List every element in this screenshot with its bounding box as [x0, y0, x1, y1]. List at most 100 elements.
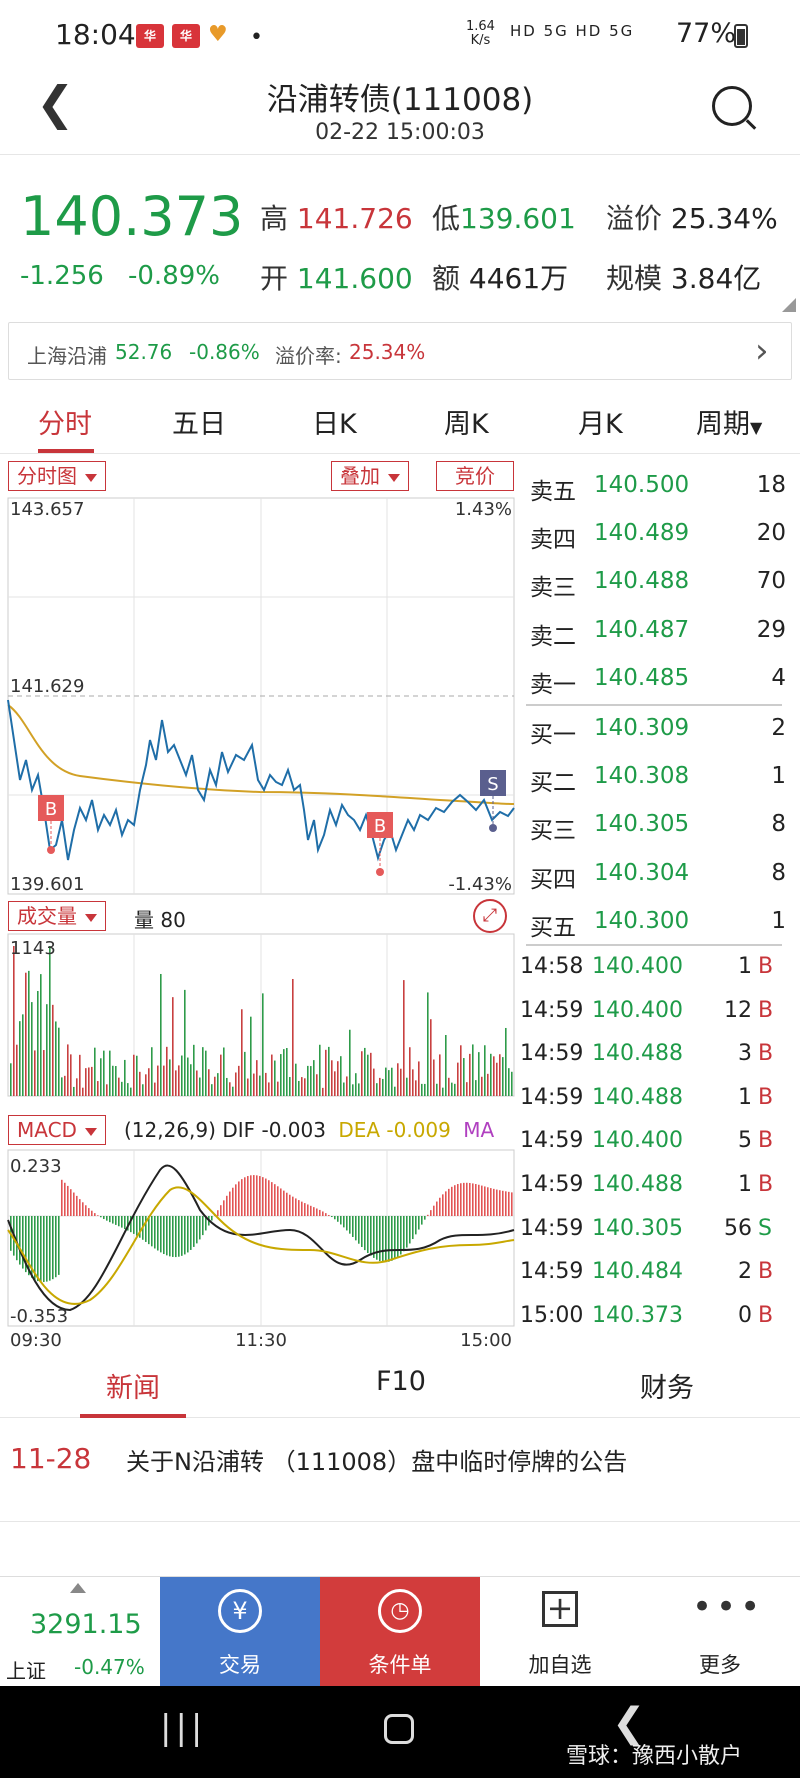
macd-bar: [292, 1196, 294, 1216]
index-value: 3291.15: [30, 1609, 142, 1640]
tab-news[interactable]: 新闻: [106, 1373, 160, 1404]
volume-bar: [361, 1051, 363, 1096]
volume-bar: [484, 1045, 486, 1096]
more-button[interactable]: ••• 更多: [692, 1587, 765, 1677]
tab-f10[interactable]: F10: [376, 1366, 426, 1397]
trade-price: 140.373: [592, 1302, 683, 1328]
back-icon[interactable]: ❮: [612, 1700, 646, 1746]
level-name: 卖五: [530, 479, 576, 505]
tab-daily-k[interactable]: 日K: [312, 409, 357, 440]
news-item[interactable]: 11-28 关于N沿浦转 （111008）盘中临时停牌的公告: [0, 1418, 800, 1522]
tab-intraday[interactable]: 分时: [38, 409, 92, 440]
volume-bar: [244, 1051, 246, 1096]
volume-bar: [499, 1054, 501, 1096]
buy-marker: [367, 812, 393, 838]
macd-bar: [121, 1216, 123, 1228]
macd-bar: [211, 1216, 213, 1221]
macd-bar: [394, 1216, 396, 1260]
overlay-dropdown[interactable]: 叠加: [331, 461, 409, 491]
volume-bar: [283, 1049, 285, 1096]
volume-bar: [310, 1066, 312, 1096]
macd-bar: [454, 1185, 456, 1216]
tab-weekly-k[interactable]: 周K: [444, 409, 489, 440]
tab-monthly-k[interactable]: 月K: [578, 409, 623, 440]
macd-bar: [49, 1216, 51, 1281]
underlying-stock-bar[interactable]: 上海沿浦 52.76 -0.86% 溢价率: 25.34% ›: [8, 322, 792, 380]
volume-bar: [16, 1044, 18, 1096]
macd-dropdown[interactable]: MACD: [8, 1115, 106, 1145]
chart-type-dropdown[interactable]: 分时图: [8, 461, 106, 491]
ask-row[interactable]: 卖五 140.500 18: [526, 468, 796, 505]
trade-qty: 1: [738, 1172, 752, 1197]
trade-row: 14:59 140.488 1 B: [518, 1168, 798, 1204]
issue-scale: 规模 3.84亿: [606, 262, 762, 295]
price-line: [7, 699, 515, 862]
trade-side: B: [758, 1172, 774, 1197]
volume-bar: [391, 1067, 393, 1096]
auction-button[interactable]: 竞价: [436, 461, 514, 491]
ask-row[interactable]: 卖一 140.485 4: [526, 661, 796, 698]
recent-apps-icon[interactable]: |||: [160, 1708, 207, 1748]
bid-row[interactable]: 买五 140.300 1: [526, 904, 796, 941]
macd-bar: [40, 1216, 42, 1282]
volume-bar: [301, 1077, 303, 1096]
tab-five-day[interactable]: 五日: [172, 409, 226, 440]
volume-bar: [103, 1050, 105, 1096]
bid-row[interactable]: 买一 140.309 2: [526, 711, 796, 748]
volume-bar: [70, 1054, 72, 1096]
macd-bar: [304, 1203, 306, 1216]
trade-qty: 0: [738, 1302, 752, 1328]
macd-bar: [469, 1182, 471, 1216]
volume-bar: [421, 1083, 423, 1096]
time-start: 09:30: [10, 1330, 62, 1350]
home-icon[interactable]: [384, 1714, 414, 1744]
volume-bar: [511, 1071, 513, 1096]
ask-row[interactable]: 卖二 140.487 29: [526, 613, 796, 650]
volume-bar: [238, 1065, 240, 1096]
tab-period[interactable]: 周期▼: [696, 409, 763, 440]
search-icon[interactable]: [712, 86, 752, 126]
time-end: 15:00: [460, 1330, 512, 1350]
chevron-right-icon[interactable]: ›: [755, 331, 769, 371]
volume-bar: [25, 972, 27, 1096]
macd-bar: [337, 1216, 339, 1222]
macd-bar: [88, 1208, 90, 1216]
expand-up-icon[interactable]: [70, 1583, 86, 1593]
macd-bar: [445, 1191, 447, 1216]
expand-corner-icon[interactable]: [782, 298, 796, 312]
trade-qty: 1: [738, 1084, 752, 1110]
volume-bar: [451, 1082, 453, 1096]
volume-bar: [196, 1070, 198, 1096]
conditional-order-button[interactable]: ◷ 条件单: [320, 1577, 480, 1687]
dea-line: [7, 1186, 515, 1305]
tab-finance[interactable]: 财务: [640, 1373, 694, 1404]
macd-bar: [175, 1216, 177, 1258]
fullscreen-icon[interactable]: ⤢: [473, 899, 507, 933]
volume-dropdown[interactable]: 成交量: [8, 901, 106, 931]
trade-time: 14:58: [520, 954, 584, 979]
level-price: 140.487: [594, 616, 690, 643]
volume-bar: [118, 1077, 120, 1096]
ask-row[interactable]: 卖四 140.489 20: [526, 516, 796, 553]
macd-bar: [478, 1184, 480, 1216]
level-price: 140.309: [594, 715, 690, 741]
bid-row[interactable]: 买三 140.305 8: [526, 807, 796, 844]
trade-qty: 5: [738, 1128, 752, 1154]
macd-bar: [502, 1190, 504, 1216]
volume-bar: [94, 1047, 96, 1096]
volume-bar: [319, 1044, 321, 1096]
macd-bar: [367, 1216, 369, 1254]
add-watchlist-button[interactable]: + 加自选: [528, 1589, 592, 1677]
ask-row[interactable]: 卖三 140.488 70: [526, 564, 796, 601]
back-chevron-icon[interactable]: ❮: [36, 76, 75, 130]
bid-row[interactable]: 买二 140.308 1: [526, 759, 796, 796]
index-ticker[interactable]: 3291.15 上证 -0.47%: [0, 1577, 160, 1687]
quote-timestamp: 02-22 15:00:03: [315, 120, 485, 145]
trade-button[interactable]: ¥ 交易: [160, 1577, 320, 1687]
volume-bar: [358, 1083, 360, 1096]
macd-bar: [322, 1211, 324, 1216]
volume-bar: [352, 1084, 354, 1096]
bid-row[interactable]: 买四 140.304 8: [526, 856, 796, 893]
volume-bar: [76, 1078, 78, 1096]
volume-bar: [295, 1063, 297, 1096]
